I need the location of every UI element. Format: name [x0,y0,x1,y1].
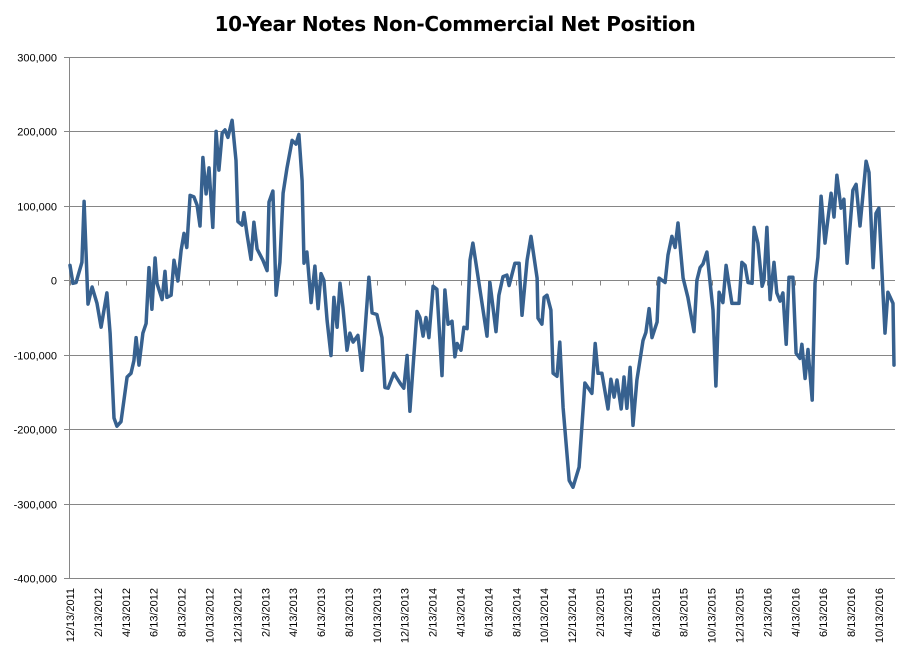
x-tick-label: 6/13/2014 [483,588,495,637]
y-tick-label: 200,000 [17,127,57,139]
x-tick-label: 6/13/2013 [316,588,328,637]
x-tick-label: 10/13/2013 [372,588,384,643]
x-tick-label: 12/13/2012 [232,588,244,643]
x-tick-label: 8/13/2015 [679,588,691,637]
x-tick-label: 6/13/2016 [818,588,830,637]
x-tick-label: 4/13/2016 [790,588,802,637]
y-tick-label: 300,000 [17,53,57,65]
y-tick-label: -100,000 [14,351,57,363]
x-tick-label: 2/13/2015 [595,588,607,637]
x-tick-label: 12/13/2015 [734,588,746,643]
x-tick-label: 4/13/2015 [623,588,635,637]
x-tick-label: 12/13/2014 [567,588,579,643]
x-tick-label: 10/13/2012 [204,588,216,643]
x-tick-label: 12/13/2011 [65,588,77,642]
x-tick-label: 2/13/2016 [762,588,774,637]
x-tick-label: 4/13/2014 [456,588,468,637]
x-tick-label: 12/13/2013 [400,588,412,643]
x-tick-label: 10/13/2016 [874,588,886,643]
x-tick-label: 8/13/2016 [846,588,858,637]
x-tick-label: 6/13/2015 [651,588,663,637]
x-tick-label: 10/13/2014 [539,588,551,643]
chart-title: 10-Year Notes Non-Commercial Net Positio… [214,12,696,36]
x-tick-label: 8/13/2013 [344,588,356,637]
x-tick-label: 2/13/2014 [428,588,440,637]
y-tick-label: 0 [51,276,57,288]
x-tick-label: 6/13/2012 [149,588,161,637]
y-tick-label: 100,000 [17,202,57,214]
x-tick-label: 8/13/2014 [511,588,523,637]
x-tick-label: 2/13/2013 [260,588,272,637]
y-tick-label: -300,000 [14,500,57,512]
series-line [68,118,896,489]
y-tick-label: -200,000 [14,425,57,437]
y-tick-label: -400,000 [14,574,57,586]
x-tick-label: 4/13/2012 [121,588,133,637]
x-tick-label: 8/13/2012 [177,588,189,637]
x-tick-label: 2/13/2012 [93,588,105,637]
x-tick-label: 10/13/2015 [707,588,719,643]
x-tick-label: 4/13/2013 [288,588,300,637]
